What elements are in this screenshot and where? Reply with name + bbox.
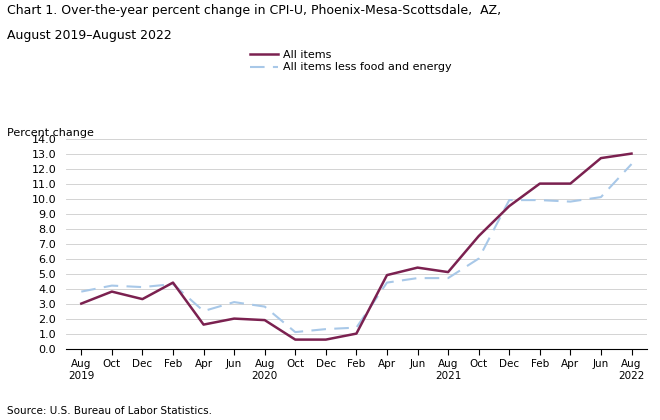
Text: August 2019–August 2022: August 2019–August 2022: [7, 29, 172, 42]
Text: Source: U.S. Bureau of Labor Statistics.: Source: U.S. Bureau of Labor Statistics.: [7, 406, 212, 416]
Text: Percent change: Percent change: [7, 128, 94, 138]
Text: Chart 1. Over-the-year percent change in CPI-U, Phoenix-Mesa-Scottsdale,  AZ,: Chart 1. Over-the-year percent change in…: [7, 4, 501, 17]
Legend: All items, All items less food and energy: All items, All items less food and energ…: [249, 50, 451, 72]
